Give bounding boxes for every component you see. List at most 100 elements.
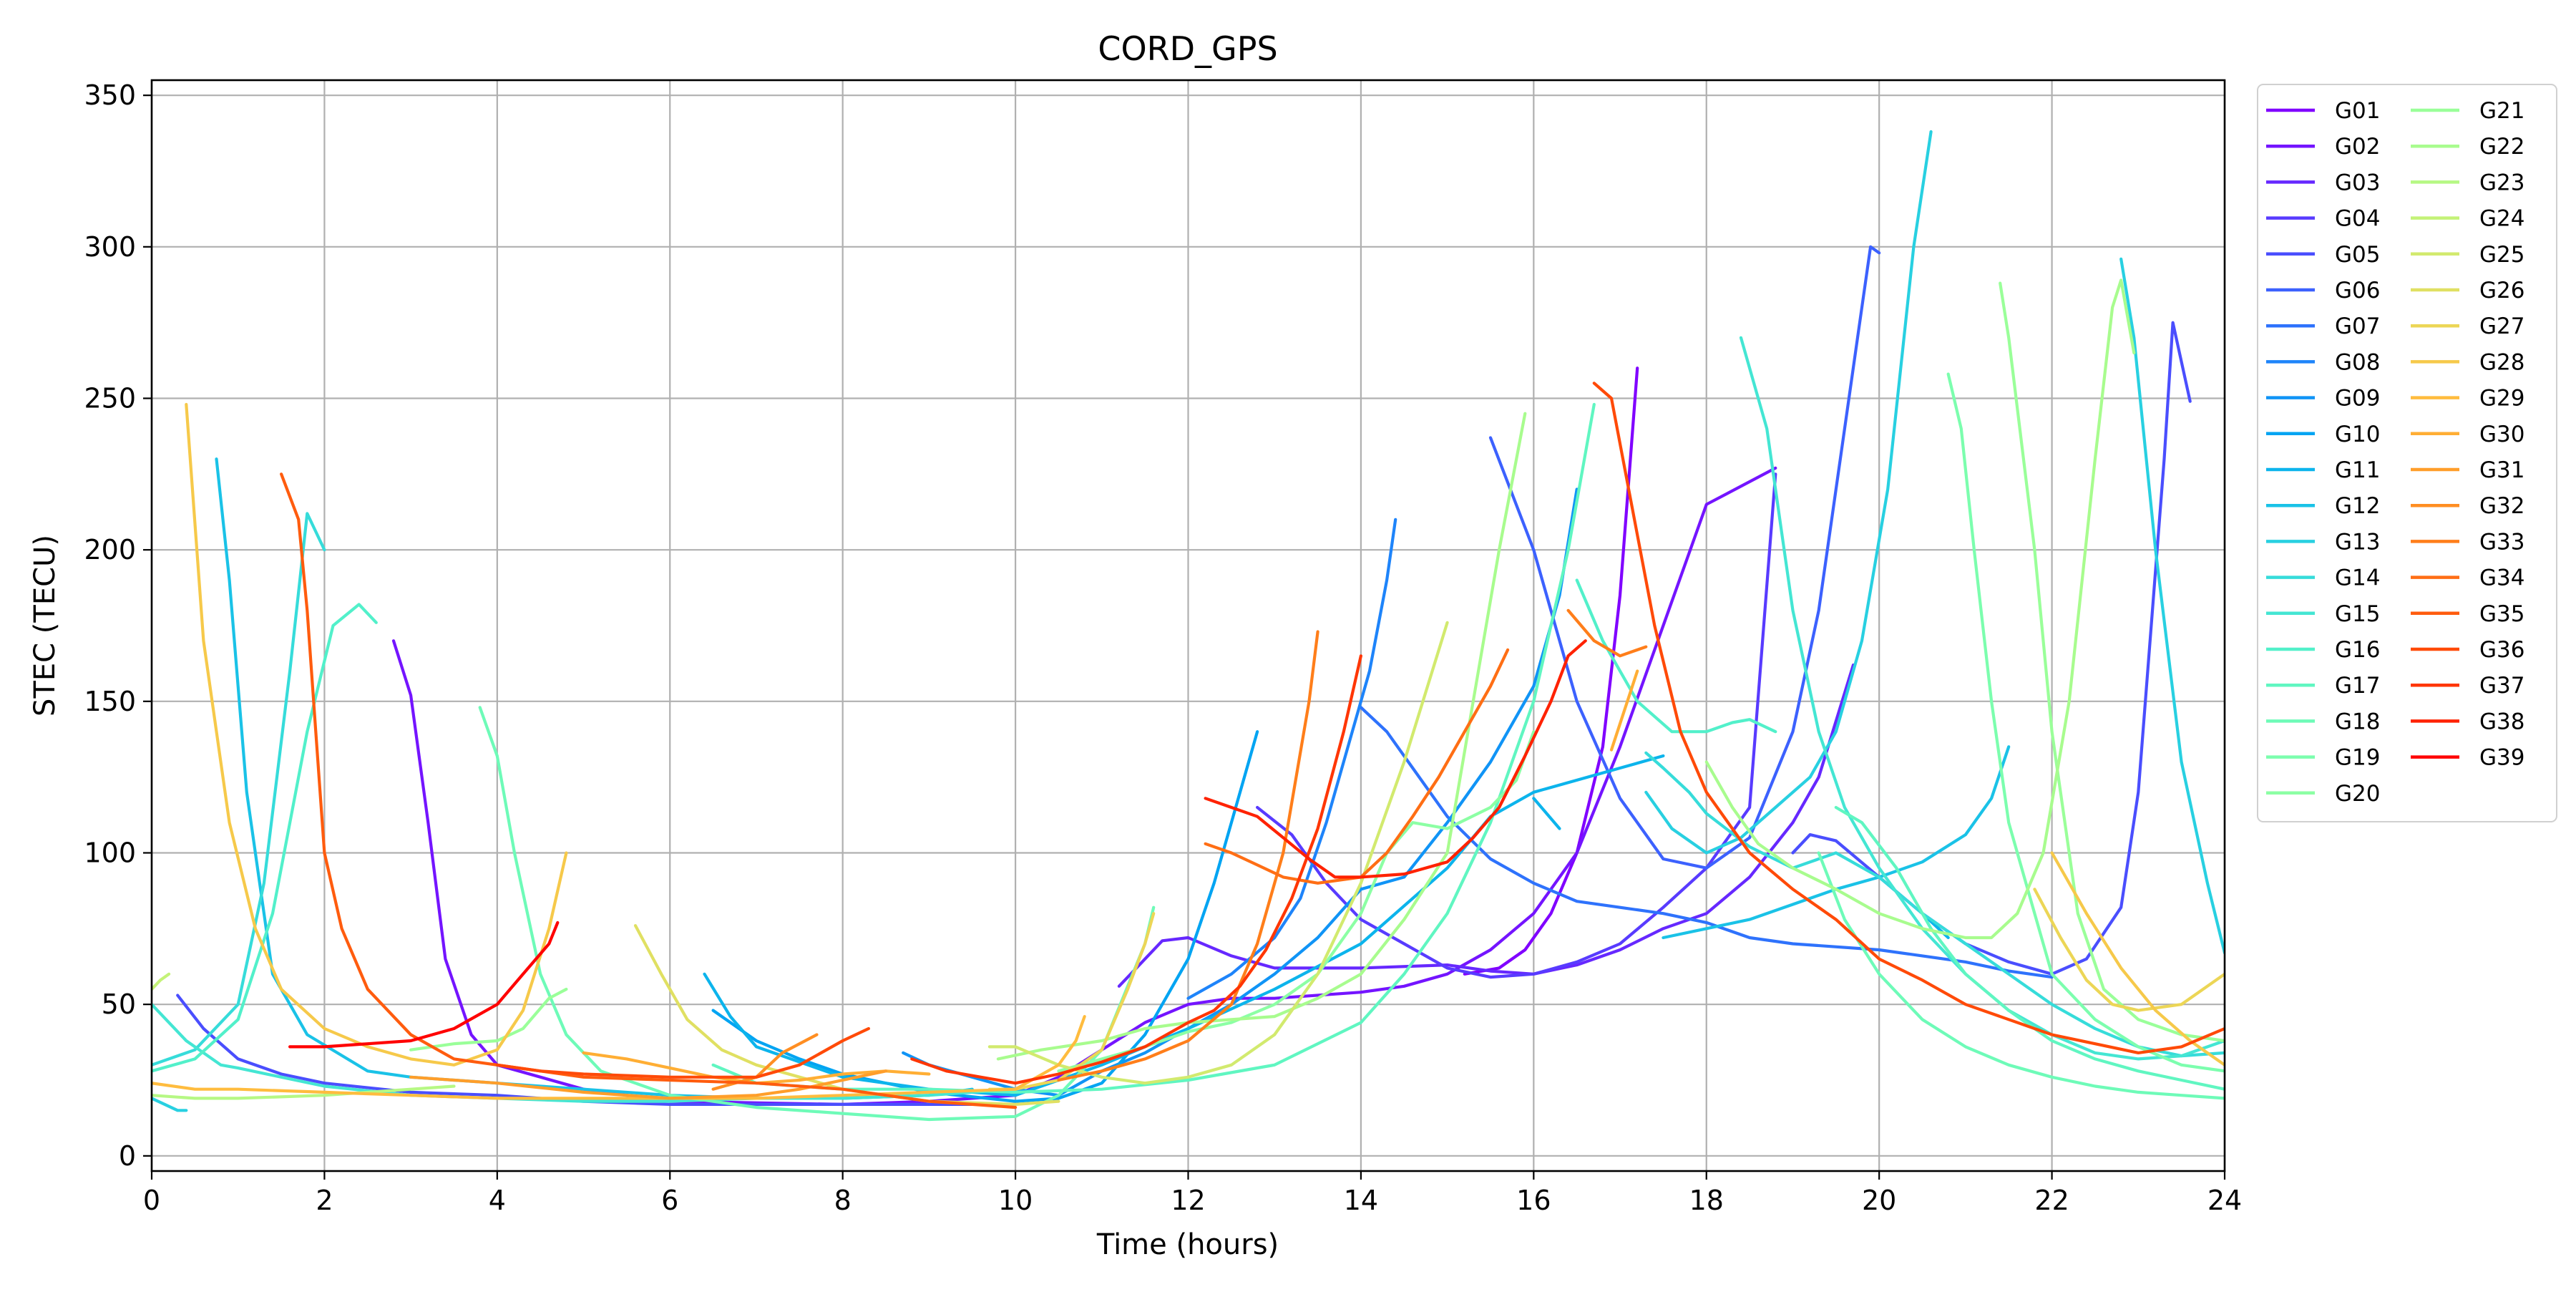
legend-item-g38: G38 (2411, 709, 2524, 734)
series-line (1204, 639, 1587, 879)
series-g02 (391, 466, 1777, 1107)
legend-label: G35 (2479, 601, 2524, 627)
series-g21 (409, 281, 2225, 1051)
legend-item-g30: G30 (2411, 422, 2524, 447)
legend-label: G16 (2335, 637, 2380, 663)
legend-label: G06 (2335, 278, 2380, 303)
legend-label: G24 (2479, 206, 2524, 232)
series-line (288, 921, 560, 1049)
series-line (1999, 281, 2225, 1043)
series-g14 (152, 512, 2225, 1067)
legend-item-g27: G27 (2411, 314, 2524, 339)
x-tick-label: 14 (1344, 1185, 1378, 1216)
legend-label: G11 (2335, 457, 2380, 483)
series-line (1117, 663, 1855, 988)
series-line (1566, 608, 1648, 658)
series-line (2119, 257, 2225, 955)
series-g28 (185, 402, 2225, 1067)
legend-item-g19: G19 (2266, 745, 2380, 771)
series-line (152, 1084, 456, 1100)
series-g35 (280, 472, 1018, 1109)
legend: G01 G02 G03 G04 G05 G06 G07 G08 G09 G10 G11 G12 G13 G… (2257, 84, 2557, 822)
series-line (1704, 278, 2136, 940)
y-tick-label: 0 (119, 1140, 136, 1172)
legend-item-g01: G01 (2266, 98, 2380, 124)
legend-label: G19 (2335, 745, 2380, 771)
x-tick-label: 20 (1862, 1185, 1896, 1216)
series-g10 (711, 730, 1259, 1103)
chart-title: CORD_GPS (1098, 29, 1277, 68)
legend-item-g37: G37 (2411, 673, 2524, 699)
x-tick-label: 6 (661, 1185, 678, 1216)
legend-label: G33 (2479, 529, 2524, 555)
legend-label: G22 (2479, 134, 2524, 160)
legend-label: G36 (2479, 637, 2524, 663)
legend-item-g06: G06 (2266, 278, 2380, 303)
series-lines (152, 130, 2225, 1122)
series-line (703, 754, 1665, 1097)
legend-box (2257, 84, 2557, 822)
legend-label: G29 (2479, 386, 2524, 412)
series-line (987, 621, 1449, 1085)
series-line (633, 923, 1060, 1107)
y-axis-label: STEC (TECU) (29, 535, 62, 717)
legend-label: G20 (2335, 781, 2380, 807)
series-line (409, 1069, 888, 1100)
legend-item-g10: G10 (2266, 422, 2380, 447)
x-tick-label: 24 (2207, 1185, 2242, 1216)
legend-label: G01 (2335, 98, 2380, 124)
legend-label: G15 (2335, 601, 2380, 627)
series-line (1609, 669, 1639, 752)
series-g07 (1359, 706, 2054, 979)
legend-label: G28 (2479, 349, 2524, 375)
y-tick-label: 300 (84, 231, 136, 263)
series-line (1057, 630, 1319, 1082)
legend-item-g03: G03 (2266, 170, 2380, 195)
legend-item-g05: G05 (2266, 242, 2380, 268)
legend-label: G13 (2335, 529, 2380, 555)
legend-item-g23: G23 (2411, 170, 2524, 195)
legend-item-g13: G13 (2266, 529, 2380, 555)
series-line (1946, 372, 2225, 1073)
series-line (1644, 751, 2225, 1058)
series-line (1359, 706, 2054, 979)
legend-item-g39: G39 (2411, 745, 2524, 771)
legend-item-g09: G09 (2266, 386, 2380, 412)
legend-item-g16: G16 (2266, 637, 2380, 663)
legend-item-g26: G26 (2411, 278, 2524, 303)
series-line (2033, 888, 2225, 1012)
x-tick-label: 0 (143, 1185, 160, 1216)
series-g01 (1463, 366, 1639, 976)
legend-item-g32: G32 (2411, 493, 2524, 519)
x-tick-label: 16 (1516, 1185, 1551, 1216)
series-line (1255, 472, 1777, 979)
legend-label: G12 (2335, 493, 2380, 519)
legend-item-g36: G36 (2411, 637, 2524, 663)
legend-label: G23 (2479, 170, 2524, 195)
legend-item-g15: G15 (2266, 601, 2380, 627)
series-line (152, 603, 378, 1073)
series-g13 (152, 130, 2225, 1112)
x-tick-label: 12 (1171, 1185, 1205, 1216)
series-line (1662, 745, 2011, 940)
series-line (1186, 518, 1397, 1000)
y-tick-label: 100 (84, 837, 136, 869)
legend-label: G32 (2479, 493, 2524, 519)
legend-label: G39 (2479, 745, 2524, 771)
series-line (152, 972, 171, 991)
legend-label: G04 (2335, 206, 2380, 232)
series-g09 (902, 487, 1579, 1097)
series-g39 (288, 921, 560, 1049)
series-line (711, 730, 1259, 1103)
series-line (409, 987, 568, 1051)
legend-label: G27 (2479, 314, 2524, 339)
series-g08 (1186, 518, 1397, 1000)
series-g17 (711, 402, 2225, 1094)
series-line (185, 402, 568, 1067)
series-line (391, 466, 1777, 1107)
series-g25 (987, 621, 1449, 1085)
y-tick-label: 150 (84, 686, 136, 717)
legend-item-g11: G11 (2266, 457, 2380, 483)
